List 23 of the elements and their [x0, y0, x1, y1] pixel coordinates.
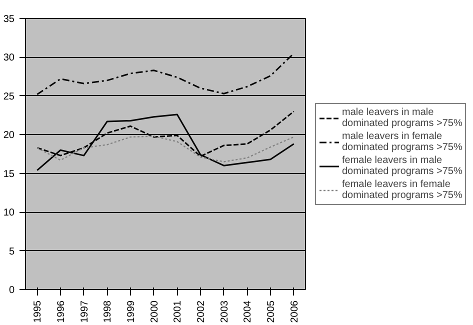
x-tick-label: 2006	[289, 300, 300, 323]
x-tick-label: 1997	[79, 300, 90, 323]
y-tick-label: 5	[8, 246, 15, 258]
legend-label: female leavers in female dominated programs >75%	[342, 178, 462, 200]
line-series	[36, 136, 294, 162]
y-tick-label: 30	[3, 52, 15, 64]
x-tick-label: 2005	[266, 300, 277, 323]
x-tick-label: 2002	[196, 300, 207, 323]
x-tick-label: 2003	[219, 300, 230, 323]
x-tick-label: 1995	[32, 300, 44, 323]
line-series	[36, 114, 295, 172]
x-tick-label: 1999	[126, 300, 137, 323]
y-tick-label: 10	[3, 208, 15, 219]
y-tick-label: 15	[3, 168, 15, 180]
x-tick-label: 1996	[56, 300, 67, 323]
y-tick-label: 35	[3, 14, 15, 25]
y-tick-label: 25	[3, 91, 15, 102]
x-tick-label: 1998	[102, 300, 114, 323]
y-tick-label: 20	[3, 130, 15, 142]
x-tick-label: 2001	[172, 300, 184, 323]
x-tick-label: 2000	[149, 300, 160, 323]
x-tick-label: 2004	[242, 300, 254, 323]
y-tick-label: 0	[8, 285, 15, 296]
